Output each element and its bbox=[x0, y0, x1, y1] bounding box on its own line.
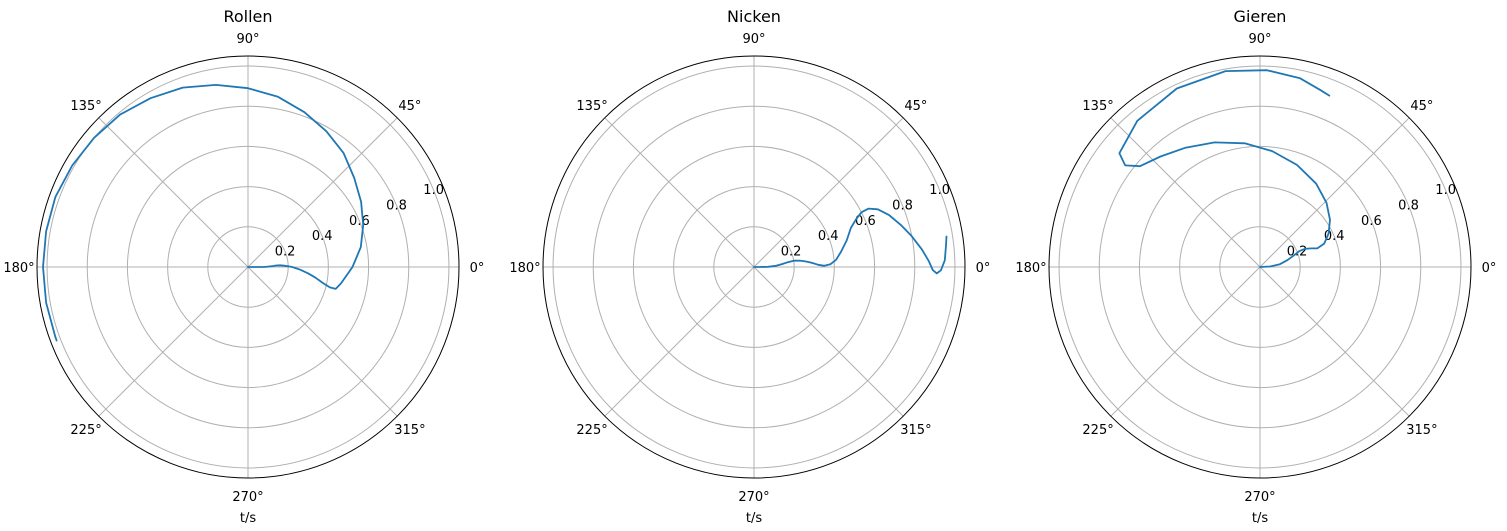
radial-gridline bbox=[86, 105, 410, 429]
angular-gridline bbox=[753, 266, 904, 417]
data-series-line bbox=[753, 207, 948, 275]
angle-tick-label: 315° bbox=[394, 423, 425, 438]
angular-gridline bbox=[98, 266, 249, 417]
x-axis-label: t/s bbox=[240, 511, 256, 526]
radial-gridline bbox=[1098, 105, 1422, 429]
angle-tick-label: 270° bbox=[232, 490, 263, 505]
angle-tick-label: 315° bbox=[1406, 423, 1437, 438]
chart-title: Rollen bbox=[223, 7, 272, 26]
polar-panel-rollen: Rollen t/s 0° 45° 90° 135° 180° 225° 270° 315° 0… bbox=[3, 7, 484, 526]
radial-tick-label: 0.6 bbox=[855, 214, 876, 229]
chart-title: Gieren bbox=[1234, 7, 1287, 26]
angle-tick-label: 135° bbox=[576, 99, 607, 114]
angle-tick-label: 270° bbox=[738, 490, 769, 505]
radial-tick-label: 0.8 bbox=[892, 198, 913, 213]
radial-tick-label: 0.4 bbox=[818, 229, 839, 244]
radial-gridline bbox=[552, 65, 956, 469]
angle-tick-label: 225° bbox=[70, 423, 101, 438]
polar-frame bbox=[36, 55, 460, 479]
radial-tick-label: 0.4 bbox=[312, 229, 333, 244]
polar-frame bbox=[542, 55, 966, 479]
data-series-line bbox=[1118, 69, 1331, 268]
radial-gridline bbox=[1219, 226, 1301, 308]
angle-tick-label: 45° bbox=[398, 99, 421, 114]
angular-gridline bbox=[247, 117, 398, 268]
angular-gridline bbox=[604, 117, 755, 268]
angle-tick-label: 180° bbox=[3, 261, 34, 276]
angular-gridline bbox=[1259, 266, 1410, 417]
angle-tick-label: 90° bbox=[1248, 32, 1271, 47]
angle-tick-label: 180° bbox=[509, 261, 540, 276]
radial-tick-label: 0.2 bbox=[275, 245, 296, 260]
radial-tick-label: 1.0 bbox=[423, 183, 444, 198]
x-axis-label: t/s bbox=[746, 511, 762, 526]
angular-gridline bbox=[753, 117, 904, 268]
radial-tick-label: 1.0 bbox=[1435, 183, 1456, 198]
polar-panel-gieren: Gieren t/s 0° 45° 90° 135° 180° 225° 270° 315° 0… bbox=[1015, 7, 1496, 526]
angle-tick-label: 135° bbox=[1082, 99, 1113, 114]
angle-tick-label: 45° bbox=[1410, 99, 1433, 114]
polar-panel-nicken: Nicken t/s 0° 45° 90° 135° 180° 225° 270° 315° 0… bbox=[509, 7, 990, 526]
radial-gridline bbox=[592, 105, 916, 429]
x-axis-label: t/s bbox=[1252, 511, 1268, 526]
radial-gridline bbox=[1058, 65, 1462, 469]
radial-tick-label: 0.8 bbox=[386, 198, 407, 213]
angular-gridline bbox=[98, 117, 249, 268]
angle-tick-label: 225° bbox=[1082, 423, 1113, 438]
radial-tick-label: 0.6 bbox=[1361, 214, 1382, 229]
polar-frame bbox=[1048, 55, 1472, 479]
angle-tick-label: 90° bbox=[742, 32, 765, 47]
angle-tick-label: 315° bbox=[900, 423, 931, 438]
angular-gridline bbox=[604, 266, 755, 417]
angle-tick-label: 90° bbox=[236, 32, 259, 47]
angle-tick-label: 0° bbox=[976, 261, 991, 276]
radial-gridline bbox=[126, 145, 370, 389]
chart-title: Nicken bbox=[727, 7, 781, 26]
radial-gridline bbox=[632, 145, 876, 389]
angle-tick-label: 45° bbox=[904, 99, 927, 114]
angle-tick-label: 225° bbox=[576, 423, 607, 438]
angular-gridline bbox=[1110, 266, 1261, 417]
radial-tick-label: 0.8 bbox=[1398, 198, 1419, 213]
radial-gridline bbox=[1179, 186, 1341, 348]
radial-tick-label: 0.6 bbox=[349, 214, 370, 229]
angle-tick-label: 0° bbox=[1482, 261, 1497, 276]
radial-gridline bbox=[167, 186, 329, 348]
radial-tick-label: 1.0 bbox=[929, 183, 950, 198]
angular-gridline bbox=[1259, 117, 1410, 268]
angle-tick-label: 180° bbox=[1015, 261, 1046, 276]
angle-tick-label: 270° bbox=[1244, 490, 1275, 505]
angle-tick-label: 0° bbox=[470, 261, 485, 276]
angular-gridline bbox=[247, 266, 398, 417]
angle-tick-label: 135° bbox=[70, 99, 101, 114]
radial-gridline bbox=[46, 65, 450, 469]
radial-gridline bbox=[713, 226, 795, 308]
radial-gridline bbox=[673, 186, 835, 348]
angular-gridline bbox=[1110, 117, 1261, 268]
radial-tick-label: 0.2 bbox=[781, 245, 802, 260]
radial-gridline bbox=[1138, 145, 1382, 389]
data-series-line bbox=[42, 84, 365, 342]
